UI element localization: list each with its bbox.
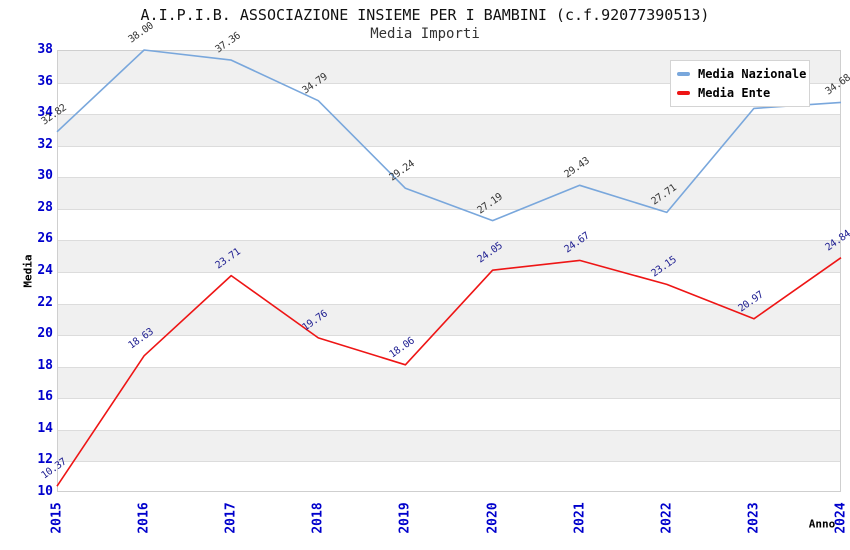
media-nazionale-line: [56, 49, 842, 222]
chart-title: A.I.P.I.B. ASSOCIAZIONE INSIEME PER I BA…: [140, 6, 710, 24]
gridline: [58, 177, 840, 179]
y-tick-label: 22: [37, 294, 53, 310]
y-tick-label: 28: [37, 199, 53, 215]
grid-band: [58, 114, 840, 146]
x-tick-label: 2024: [833, 502, 849, 534]
media-ente-line: [56, 257, 842, 487]
gridline: [58, 208, 840, 210]
gridline: [58, 335, 840, 337]
x-tick-label: 2016: [136, 502, 152, 534]
y-tick-label: 24: [37, 263, 53, 278]
y-tick-label: 16: [37, 389, 53, 405]
gridline: [58, 240, 840, 242]
gridline: [58, 429, 840, 431]
legend-item-media-ente: Media Ente: [677, 86, 801, 100]
plot-area: [57, 50, 841, 492]
grid-band: [58, 177, 840, 209]
x-tick-label: 2018: [310, 502, 326, 534]
y-tick-label: 20: [37, 326, 53, 342]
gridline: [58, 272, 840, 273]
y-tick-label: 12: [37, 452, 53, 468]
x-tick-label: 2023: [746, 502, 762, 534]
gridline: [58, 398, 840, 400]
y-tick-label: 36: [37, 73, 53, 89]
y-tick-label: 10: [37, 484, 53, 499]
legend-swatch-icon: [677, 91, 690, 95]
x-tick-label: 2022: [659, 502, 675, 534]
grid-band: [58, 240, 840, 272]
grid-band: [58, 429, 840, 462]
x-tick-label: 2019: [397, 502, 413, 534]
x-tick-label: 2017: [223, 502, 239, 534]
legend-item-media-nazionale: Media Nazionale: [677, 67, 806, 81]
y-tick-label: 38: [37, 42, 53, 57]
y-tick-label: 14: [37, 420, 53, 436]
chart-subtitle: Media Importi: [370, 26, 480, 42]
y-tick-label: 32: [37, 136, 53, 152]
grid-band: [58, 303, 840, 336]
x-tick-label: 2021: [572, 502, 588, 534]
grid-band: [58, 366, 840, 399]
y-tick-label: 26: [37, 231, 53, 247]
gridline: [58, 145, 840, 147]
legend-label: Media Ente: [698, 86, 771, 100]
x-axis-title: Anno: [808, 517, 836, 531]
y-tick-label: 18: [37, 357, 53, 373]
gridline: [58, 114, 840, 116]
x-tick-label: 2015: [49, 502, 65, 534]
y-tick-label: 34: [37, 105, 53, 121]
legend-label: Media Nazionale: [698, 67, 807, 81]
gridline: [58, 461, 840, 463]
legend-swatch-icon: [677, 72, 690, 76]
gridline: [58, 366, 840, 368]
gridline: [58, 303, 840, 305]
gridline: [58, 82, 840, 84]
y-tick-label: 30: [37, 168, 53, 184]
legend: Media Nazionale Media Ente: [670, 60, 810, 107]
x-tick-label: 2020: [485, 502, 501, 534]
